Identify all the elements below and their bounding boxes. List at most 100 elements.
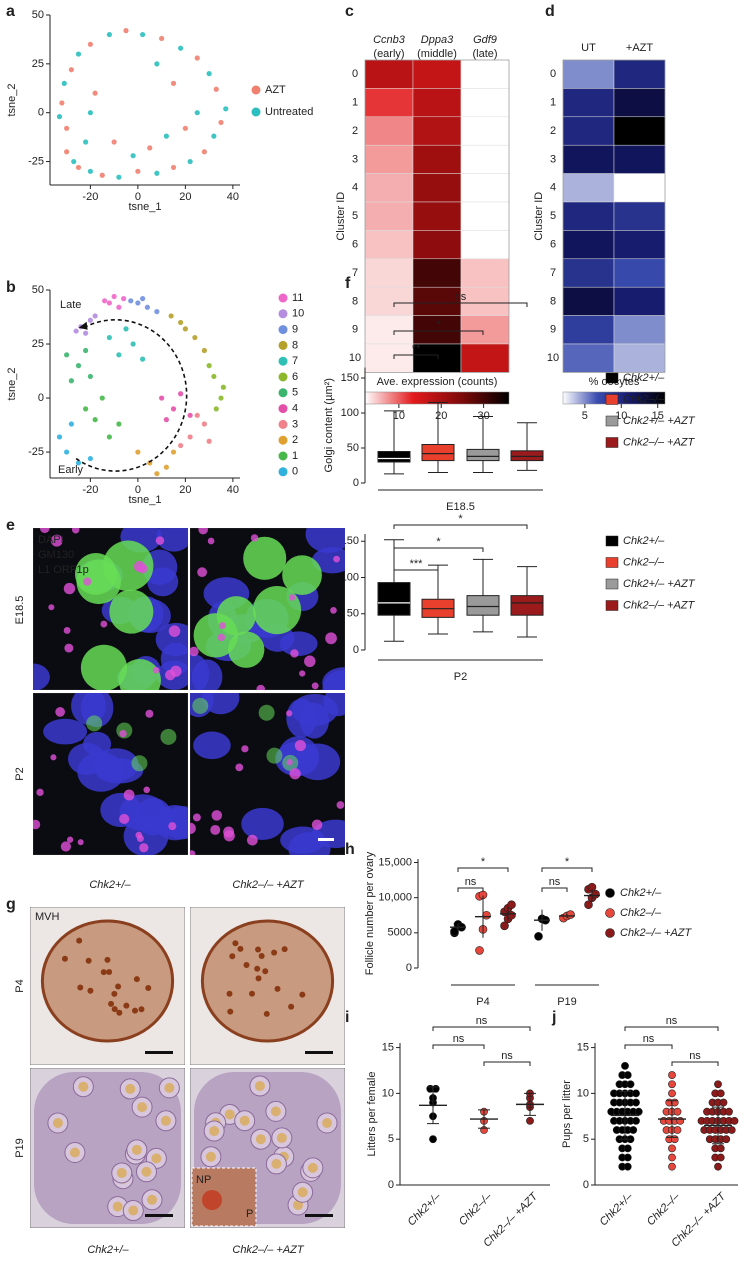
nucleus	[241, 807, 284, 841]
legend-label: AZT	[265, 84, 286, 96]
heat-cell	[364, 315, 414, 345]
row-label: 10	[349, 352, 361, 364]
point	[194, 55, 200, 61]
x-tick-label: 0	[135, 484, 141, 496]
legend-swatch	[605, 372, 619, 384]
golgi-signal	[63, 627, 71, 634]
point	[75, 51, 82, 57]
point	[154, 170, 160, 176]
heat-cell	[460, 343, 510, 373]
point	[714, 1162, 722, 1171]
oocyte	[288, 1003, 295, 1010]
heat-cell	[613, 201, 666, 231]
y-tick-label: 50	[347, 608, 359, 620]
point	[87, 317, 93, 323]
oocyte	[307, 1162, 318, 1173]
point	[623, 1162, 632, 1171]
legend-label: 4	[292, 403, 298, 415]
heat-cell	[460, 258, 510, 288]
legend-swatch	[605, 415, 619, 427]
point	[213, 86, 219, 92]
point	[621, 1062, 629, 1070]
golgi-signal	[299, 670, 306, 677]
heat-cell	[613, 258, 666, 288]
point	[722, 1135, 731, 1144]
row-label: P2	[14, 767, 26, 780]
golgi-signal	[210, 824, 221, 835]
point	[178, 319, 184, 326]
oocyte	[271, 949, 278, 956]
oocyte	[106, 968, 113, 975]
legend-label: 10	[292, 308, 304, 320]
heat-cell	[460, 201, 510, 231]
stain-label: MVH	[35, 911, 60, 923]
heat-cell	[562, 201, 615, 231]
y-tick-label: -25	[28, 446, 44, 458]
cytoplasm-signal	[131, 755, 148, 772]
y-tick-label: 150	[341, 535, 359, 547]
golgi-signal	[60, 841, 71, 852]
point	[106, 334, 112, 341]
panel-label: f	[345, 275, 351, 292]
heat-cell	[412, 88, 462, 118]
legend-swatch	[278, 293, 288, 303]
point	[159, 35, 165, 42]
point	[130, 341, 136, 347]
box	[377, 451, 411, 463]
oocyte	[299, 991, 306, 998]
point	[668, 1080, 676, 1089]
point	[170, 164, 177, 171]
point	[92, 313, 98, 319]
cytoplasm-signal	[258, 704, 275, 721]
point	[68, 421, 74, 427]
point	[632, 1116, 640, 1125]
point	[194, 412, 200, 418]
golgi-signal	[33, 819, 41, 830]
legend-swatch	[278, 451, 288, 461]
point	[450, 927, 459, 936]
oocyte	[116, 1167, 127, 1178]
nucleus	[288, 832, 331, 855]
oocyte	[131, 1144, 142, 1155]
legend-swatch	[251, 107, 261, 117]
golgi-signal	[100, 620, 108, 628]
point	[201, 347, 207, 354]
point	[163, 464, 169, 470]
significance-bracket	[393, 354, 439, 359]
group-label: E18.5	[446, 501, 475, 513]
ovary-section	[200, 919, 335, 1043]
oocyte	[239, 1115, 250, 1126]
golgi-signal	[168, 822, 177, 831]
point	[714, 1080, 722, 1089]
point	[163, 417, 169, 423]
significance-bracket	[483, 1061, 531, 1066]
golgi-signal	[190, 850, 196, 855]
y-tick-label: 25	[32, 338, 44, 350]
row-label: 9	[352, 324, 358, 336]
row-label: E18.5	[14, 596, 26, 625]
point	[566, 910, 575, 919]
golgi-signal	[139, 843, 149, 853]
y-tick-label: 0	[353, 477, 359, 489]
golgi-signal	[235, 763, 244, 772]
y-tick-label: 0	[38, 392, 44, 404]
heat-cell	[613, 286, 666, 316]
heat-cell	[412, 230, 462, 260]
colorbar-tick-label: 10	[393, 410, 405, 422]
column-label: Chk2+/–	[89, 879, 131, 891]
panel-label: j	[551, 1009, 556, 1026]
point	[482, 910, 491, 920]
x-tick-label: 20	[179, 484, 191, 496]
point	[83, 139, 89, 145]
point	[121, 296, 127, 302]
column-note: (late)	[472, 48, 497, 60]
golgi-signal	[336, 801, 345, 809]
legend-label: 11	[292, 292, 303, 304]
heat-cell	[412, 59, 462, 89]
oocyte	[137, 1102, 148, 1113]
heat-cell	[460, 286, 510, 316]
cytoplasm-signal	[80, 644, 128, 690]
y-tick-label: 0	[406, 962, 412, 974]
cytoplasm-signal	[86, 715, 103, 732]
oocyte	[160, 1115, 171, 1126]
